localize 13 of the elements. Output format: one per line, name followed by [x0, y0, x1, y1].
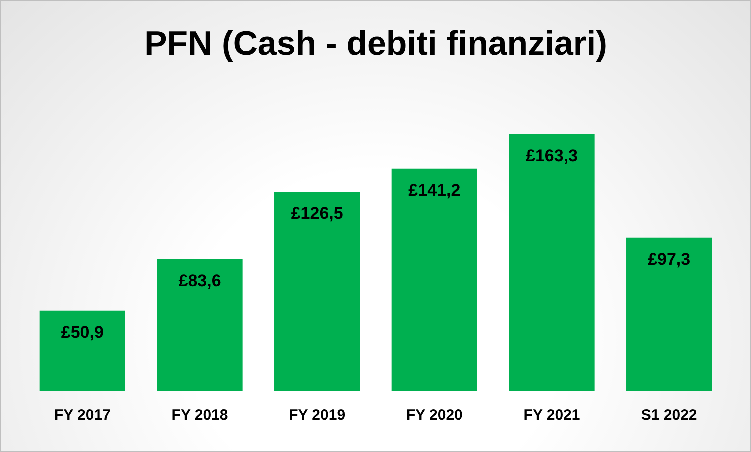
x-tick-label: FY 2017: [54, 407, 111, 424]
data-label: £163,3: [526, 146, 578, 166]
data-label: £50,9: [61, 323, 104, 342]
x-tick-label: FY 2018: [172, 407, 228, 424]
data-label: £97,3: [648, 250, 691, 270]
x-tick-label: FY 2021: [524, 407, 580, 424]
x-tick-label: S1 2022: [641, 407, 698, 424]
x-tick-label: FY 2020: [406, 407, 463, 424]
chart-title: PFN (Cash - debiti finanziari): [144, 24, 608, 63]
data-label: £83,6: [178, 272, 222, 291]
data-label: £141,2: [408, 181, 461, 200]
data-label: £126,5: [291, 204, 344, 224]
x-tick-label: FY 2019: [289, 407, 346, 424]
